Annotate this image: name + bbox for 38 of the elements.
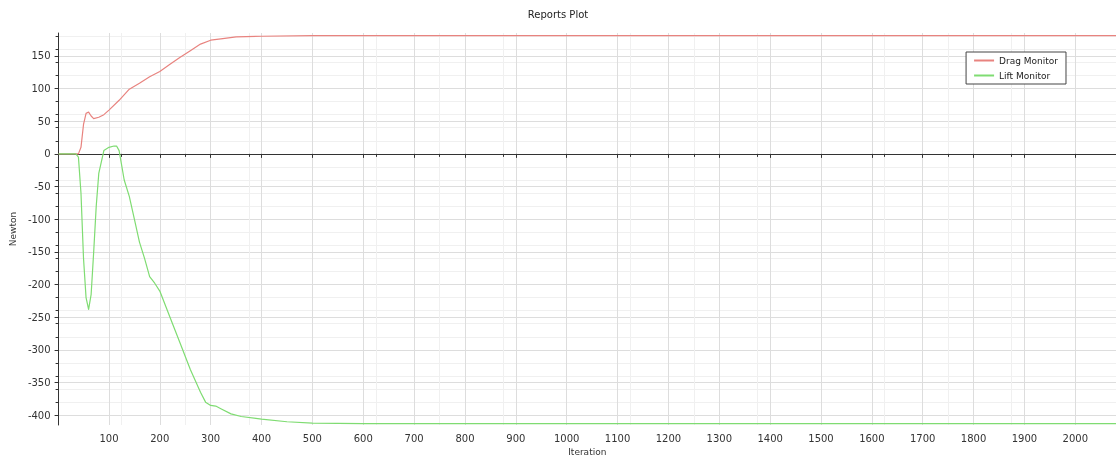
x-tick-label: 200 [150,432,170,444]
y-tick-label: -350 [27,377,51,389]
x-tick-label: 900 [506,432,526,444]
x-tick-label: 700 [404,432,424,444]
y-tick-label: -50 [34,181,51,193]
x-tick-label: 2000 [1062,432,1089,444]
x-tick-label: 500 [302,432,322,444]
y-tick-label: 0 [44,148,51,160]
y-tick-label: -250 [27,311,51,323]
x-tick-label: 1100 [604,432,631,444]
x-tick-label: 1900 [1011,432,1038,444]
x-tick-label: 300 [201,432,221,444]
y-tick-label: -400 [27,409,51,421]
x-tick-label: 1200 [655,432,682,444]
y-tick-label: -150 [27,246,51,258]
x-tick-label: 600 [353,432,373,444]
x-tick-label: 1800 [960,432,987,444]
x-tick-label: 1400 [757,432,783,444]
y-axis-title: Newton [7,211,18,247]
y-tick-label: 50 [37,115,51,127]
line-series [58,145,1116,425]
x-tick-label: 400 [251,432,272,444]
x-tick-label: 1600 [859,432,885,444]
x-tick-label: 1700 [910,432,936,444]
y-tick-label: 100 [31,83,51,95]
x-tick-label: 1300 [706,432,733,444]
y-tick-label: -100 [27,213,51,225]
y-tick-label: 150 [31,50,51,62]
x-tick-label: 1000 [553,432,580,444]
y-tick-label: -200 [27,279,51,291]
x-tick-label: 1500 [808,432,834,444]
x-tick-label: 100 [99,432,119,444]
legend-label: Drag Monitor [999,55,1059,66]
chart-title: Reports Plot [527,8,589,20]
x-axis-title: Iteration [568,447,607,458]
legend-label: Lift Monitor [999,70,1051,81]
y-tick-label: -300 [27,344,51,356]
x-tick-label: 800 [455,432,475,444]
